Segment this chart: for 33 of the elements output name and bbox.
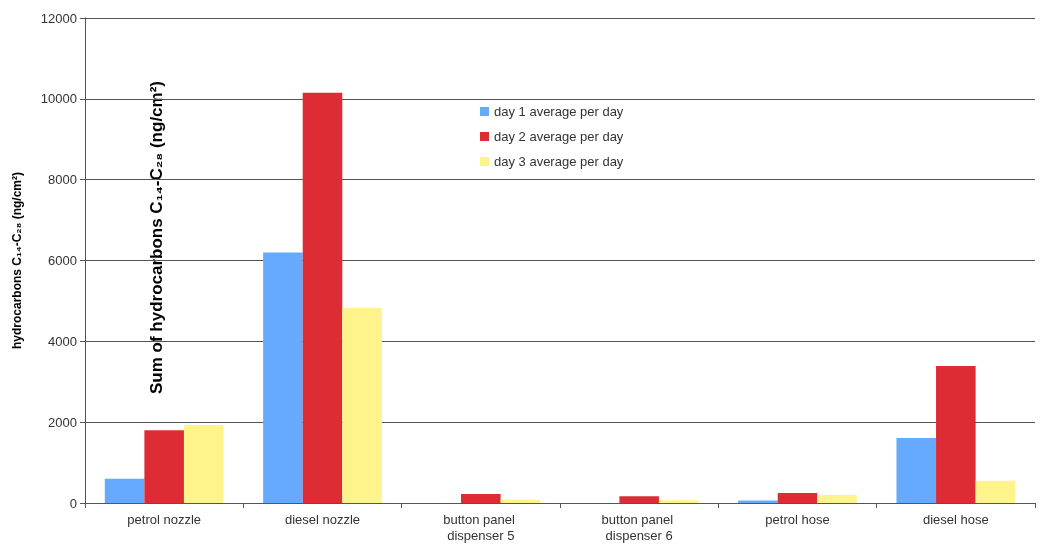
x-tick-label: petrol hose <box>765 511 830 527</box>
legend-label: day 3 average per day <box>494 154 624 169</box>
y-tick-label: 8000 <box>48 172 77 188</box>
bar <box>896 437 937 503</box>
bar <box>263 252 303 503</box>
x-tick-label: diesel hose <box>922 511 989 527</box>
legend-label: day 1 average per day <box>494 104 624 119</box>
bar <box>658 500 699 503</box>
y-axis-title: hydrocarbons C₁₄-C₂₈ (ng/cm²) <box>10 172 24 349</box>
bar <box>500 499 541 503</box>
bar <box>144 430 184 503</box>
y-tick-label: 4000 <box>48 333 77 349</box>
y-tick-label: 0 <box>69 495 77 511</box>
x-tick-label: button panel dispenser 5 <box>443 511 519 543</box>
bar <box>777 492 818 503</box>
x-tick-label: button panel dispenser 6 <box>601 511 677 543</box>
x-tick-label: diesel nozzle <box>284 511 361 527</box>
x-tick-label: petrol nozzle <box>127 511 202 527</box>
bar <box>936 365 976 503</box>
bar <box>619 496 659 503</box>
bar <box>104 478 145 503</box>
bar <box>975 480 1016 503</box>
y-tick-label: 2000 <box>48 414 77 430</box>
bar <box>302 92 343 503</box>
y-tick-label: 12000 <box>40 10 77 26</box>
bar <box>183 425 224 503</box>
bar <box>342 307 382 503</box>
bar <box>461 494 501 503</box>
annotation: Sum of hydrocarbons C₁₄-C₂₈ (ng/cm²) <box>147 80 166 395</box>
y-tick-label: 6000 <box>48 253 77 268</box>
y-tick-label: 10000 <box>40 91 77 107</box>
bar <box>817 494 857 503</box>
legend-label: day 2 average per day <box>494 129 624 144</box>
